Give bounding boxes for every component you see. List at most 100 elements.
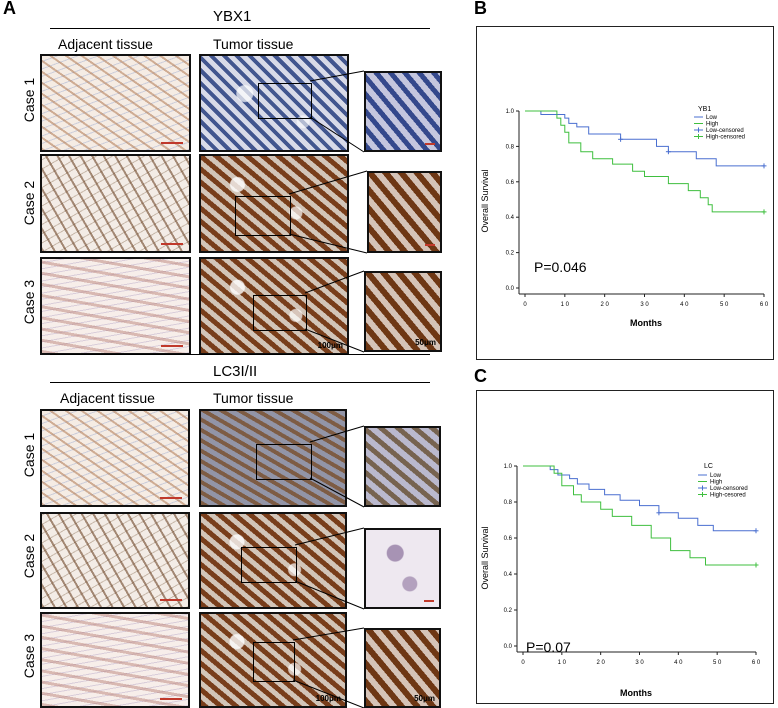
chart-b-y-tick-label: 0.2 bbox=[506, 251, 515, 257]
chart-b-legend-label: High-censored bbox=[706, 135, 745, 141]
chart-b-censor-mark-low bbox=[665, 149, 671, 155]
chart-c-legend-label: High bbox=[710, 480, 722, 486]
scale-bar bbox=[160, 497, 182, 499]
chart-b-pvalue: P=0.046 bbox=[534, 259, 587, 275]
chart-b-x-tick-label: 5 0 bbox=[720, 302, 729, 308]
zoom-region-box bbox=[253, 295, 307, 331]
chart-c-y-tick-label: 0.6 bbox=[504, 536, 513, 542]
chart-c-axes bbox=[516, 466, 756, 653]
chart-b-y-tick-label: 0.8 bbox=[506, 144, 515, 150]
chart-c-censor-mark-low bbox=[753, 528, 759, 534]
lc3-case3-zoom-image: 50μm bbox=[364, 628, 441, 708]
panel-letter-a: A bbox=[3, 0, 16, 18]
panel-letter-c: C bbox=[474, 366, 487, 386]
chart-b-legend-label: High bbox=[706, 122, 718, 128]
chart-c-censor-mark-low bbox=[656, 510, 662, 516]
chart-c-x-tick-label: 6 0 bbox=[752, 660, 761, 666]
chart-b-y-tick-label: 0.4 bbox=[506, 215, 515, 221]
chart-c-legend-label: High-cesored bbox=[710, 493, 746, 499]
scale-label-100um: 100μm bbox=[317, 341, 343, 350]
chart-c-y-tick-label: 0.8 bbox=[504, 500, 513, 506]
zoom-region-box bbox=[256, 444, 312, 480]
chart-b-y-tick-label: 0.6 bbox=[506, 180, 515, 186]
km-chart-b: 0 1 0 2 0 3 0 4 0 5 0 6 0 0.0 0.2 0.4 0.6 0.8 1.0 Lo… bbox=[476, 26, 774, 360]
chart-b-y-tick-label: 1.0 bbox=[506, 109, 515, 115]
chart-c-legend-label: Low bbox=[710, 473, 722, 479]
panel-letter-b: B bbox=[474, 0, 487, 18]
chart-b-curve-high bbox=[525, 110, 764, 213]
chart-b-x-tick-label: 2 0 bbox=[600, 302, 609, 308]
chart-c-legend-title: LC bbox=[704, 463, 713, 470]
ybx1-case1-zoom-image bbox=[364, 71, 442, 152]
scale-label-50um: 50μm bbox=[414, 694, 435, 703]
ybx1-case2-adjacent-image bbox=[40, 154, 191, 253]
scale-label-50um: 50μm bbox=[415, 338, 436, 347]
scale-bar bbox=[425, 244, 435, 246]
ybx1-marker-title: YBX1 bbox=[213, 8, 252, 25]
chart-c-frame bbox=[476, 390, 774, 704]
connector-line bbox=[292, 679, 365, 708]
chart-b-x-tick-label: 0 bbox=[523, 302, 527, 308]
chart-c-x-tick-label: 5 0 bbox=[713, 660, 722, 666]
connector-line bbox=[309, 425, 365, 443]
chart-b-censor-mark-low bbox=[761, 163, 767, 169]
chart-b-x-tick-label: 1 0 bbox=[561, 302, 570, 308]
zoom-region-box bbox=[253, 642, 295, 682]
chart-c-y-tick-label: 1.0 bbox=[504, 464, 513, 470]
chart-b-frame bbox=[476, 26, 774, 360]
ybx1-title-rule bbox=[50, 28, 430, 29]
ybx1-case3-adjacent-image bbox=[40, 257, 191, 355]
chart-b-ylabel: Overall Survival bbox=[480, 169, 490, 232]
lc3-case3-adjacent-image bbox=[40, 612, 190, 708]
connector-line bbox=[294, 580, 365, 610]
chart-b-legend-label: Low-censored bbox=[706, 128, 744, 134]
lc3-tumor-label: Tumor tissue bbox=[213, 390, 294, 406]
connector-line bbox=[292, 627, 365, 641]
ybx1-case2-tumor-image bbox=[199, 154, 349, 253]
chart-c-x-tick-label: 1 0 bbox=[558, 660, 567, 666]
connector-line bbox=[288, 170, 368, 195]
lc3-case1-adjacent-image bbox=[40, 409, 190, 507]
lc3-title-rule bbox=[50, 354, 430, 355]
chart-b-x-tick-label: 6 0 bbox=[760, 302, 769, 308]
chart-b-legend-label: Low bbox=[706, 115, 718, 121]
scale-bar bbox=[161, 243, 183, 245]
lc3-case2-zoom-image bbox=[364, 528, 441, 609]
chart-c-ylabel: Overall Survival bbox=[480, 526, 490, 589]
zoom-region-box bbox=[235, 196, 291, 236]
connector-line bbox=[309, 477, 365, 508]
lc3-case1-tumor-image bbox=[199, 409, 347, 507]
connector-line bbox=[294, 527, 365, 546]
connector-line bbox=[304, 328, 365, 353]
chart-c-censor-mark-high bbox=[753, 562, 759, 568]
ybx1-case1-adjacent-image bbox=[40, 54, 191, 152]
chart-c-y-tick-label: 0.4 bbox=[504, 572, 513, 578]
chart-b-x-tick-label: 4 0 bbox=[680, 302, 689, 308]
scale-bar bbox=[160, 698, 182, 700]
lc3-adjacent-label: Adjacent tissue bbox=[60, 390, 155, 406]
ybx1-case1-tumor-image bbox=[199, 54, 349, 152]
chart-b-x-tick-label: 3 0 bbox=[640, 302, 649, 308]
chart-c-xlabel: Months bbox=[620, 688, 652, 698]
km-chart-c: 0 1 0 2 0 3 0 4 0 5 0 6 0 0.0 0.2 0.4 0.6 0.8 1.0 Lo… bbox=[476, 390, 774, 704]
chart-b-y-tick-label: 0.0 bbox=[506, 286, 515, 292]
ybx1-case2-zoom-image bbox=[367, 171, 442, 253]
chart-b-curve-low bbox=[525, 110, 764, 167]
chart-b-legend-title: YB1 bbox=[698, 106, 711, 113]
chart-c-y-tick-label: 0.2 bbox=[504, 608, 513, 614]
zoom-region-box bbox=[258, 83, 312, 119]
chart-c-curve-high bbox=[523, 465, 756, 566]
lc3-marker-title: LC3I/II bbox=[213, 363, 258, 380]
ybx1-case3-tumor-image: 100μm bbox=[199, 257, 349, 355]
chart-c-curve-low bbox=[523, 465, 756, 532]
chart-b-axes bbox=[518, 111, 764, 295]
chart-c-pvalue: P=0.07 bbox=[526, 639, 571, 655]
chart-c-legend-label: Low-censored bbox=[710, 486, 748, 492]
connector-line bbox=[309, 70, 365, 82]
ybx1-tumor-label: Tumor tissue bbox=[213, 36, 294, 52]
lc3-case1-zoom-image bbox=[364, 426, 441, 507]
scale-bar bbox=[161, 345, 183, 347]
ybx1-adjacent-label: Adjacent tissue bbox=[58, 36, 153, 52]
